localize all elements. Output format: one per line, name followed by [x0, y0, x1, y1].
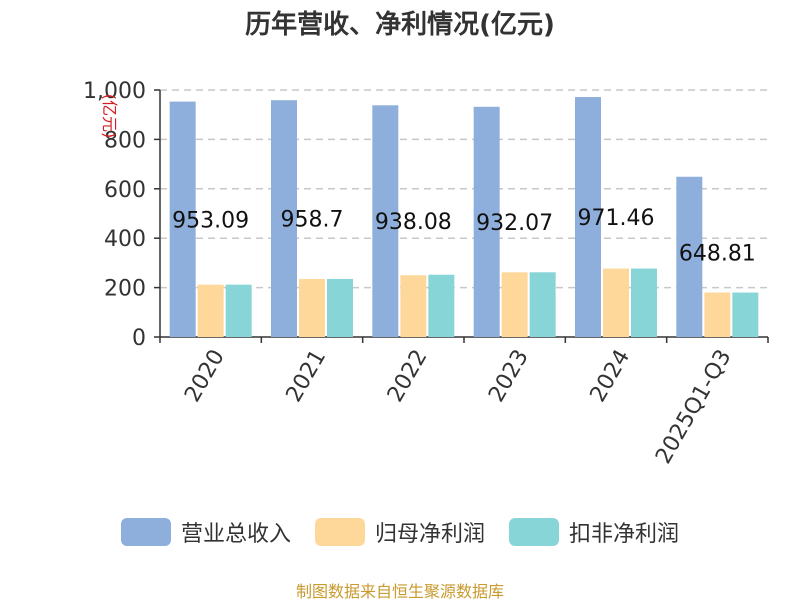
data-label: 971.46 [578, 206, 655, 231]
bar-revenue [473, 106, 500, 337]
y-axis-label: (亿元) [100, 94, 119, 139]
data-label: 938.08 [375, 210, 452, 235]
y-tick-label: 200 [104, 277, 146, 302]
data-label: 648.81 [679, 242, 756, 267]
legend-item-deducted-net-profit[interactable]: 扣非净利润 [509, 516, 679, 548]
bar-revenue [271, 100, 297, 337]
legend-swatch-net-profit [314, 518, 365, 546]
legend-swatch-deducted-net-profit [509, 518, 559, 546]
bar-deducted-net-profit [225, 284, 252, 337]
legend-label-revenue: 营业总收入 [180, 522, 291, 547]
bar-revenue [575, 97, 601, 337]
y-tick-label: 800 [104, 128, 146, 153]
bar-deducted-net-profit [428, 274, 455, 337]
y-tick-label: 0 [132, 326, 146, 351]
bar-net-profit [704, 292, 731, 337]
data-label: 932.07 [476, 211, 553, 236]
bar-deducted-net-profit [631, 268, 657, 337]
x-tick-label: 2024 [586, 346, 636, 407]
source-note: 制图数据来自恒生聚源数据库 [295, 582, 504, 601]
bar-revenue [169, 101, 196, 338]
legend-label-net-profit: 归母净利润 [374, 522, 485, 547]
legend-item-net-profit[interactable]: 归母净利润 [314, 516, 485, 548]
bar-net-profit [501, 272, 528, 337]
y-tick-label: 400 [104, 227, 146, 252]
data-label: 953.09 [172, 208, 249, 233]
x-tick-label: 2023 [484, 346, 534, 407]
chart-title: 历年营收、净利情况(亿元) [245, 10, 555, 40]
x-tick-label: 2025Q1-Q3 [651, 346, 736, 469]
x-tick-label: 2022 [383, 346, 433, 407]
bar-net-profit [197, 284, 224, 337]
bar-deducted-net-profit [529, 272, 556, 337]
legend-item-revenue[interactable]: 营业总收入 [120, 516, 291, 548]
legend-swatch-revenue [120, 518, 171, 546]
x-tick-label: 2021 [282, 346, 332, 407]
legend-label-deducted-net-profit: 扣非净利润 [569, 522, 680, 547]
y-tick-label: 1,000 [83, 79, 146, 104]
data-label: 958.7 [281, 208, 344, 233]
bar-revenue [676, 176, 703, 337]
y-tick-label: 600 [104, 178, 146, 203]
bar-net-profit [299, 278, 325, 337]
x-tick-label: 2020 [180, 346, 230, 407]
bar-net-profit [603, 268, 629, 337]
legend: 营业总收入 归母净利润 扣非净利润 [0, 516, 800, 548]
bar-revenue [372, 105, 399, 337]
bar-net-profit [400, 275, 427, 337]
bar-deducted-net-profit [732, 292, 759, 337]
bar-deducted-net-profit [327, 278, 353, 337]
